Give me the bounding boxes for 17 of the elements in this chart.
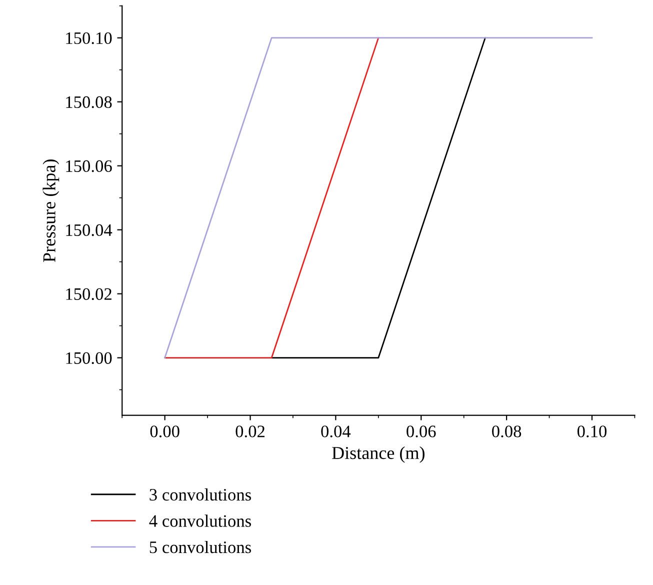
x-tick-label: 0.08 — [492, 426, 522, 438]
y-tick-label: 150.08 — [66, 96, 112, 108]
y-tick-label: 150.06 — [66, 160, 112, 172]
legend-label: 3 convolutions — [150, 488, 251, 501]
x-tick-label: 0.06 — [406, 426, 436, 438]
legend-label: 5 convolutions — [150, 540, 251, 554]
x-tick-label: 0.02 — [236, 426, 264, 438]
x-axis-title: Distance (m) — [332, 446, 424, 463]
x-tick-label: 0.10 — [577, 426, 607, 438]
y-tick-label: 150.04 — [66, 224, 112, 236]
y-tick-label: 150.00 — [66, 352, 112, 364]
y-axis-title: Pressure (kpa) — [42, 160, 60, 262]
x-tick-label: 0.04 — [321, 426, 351, 438]
legend-label: 4 convolutions — [149, 514, 251, 527]
y-tick-label: 150.10 — [66, 32, 112, 44]
y-tick-label: 150.02 — [66, 288, 112, 300]
x-tick-label: 0.00 — [150, 426, 180, 438]
